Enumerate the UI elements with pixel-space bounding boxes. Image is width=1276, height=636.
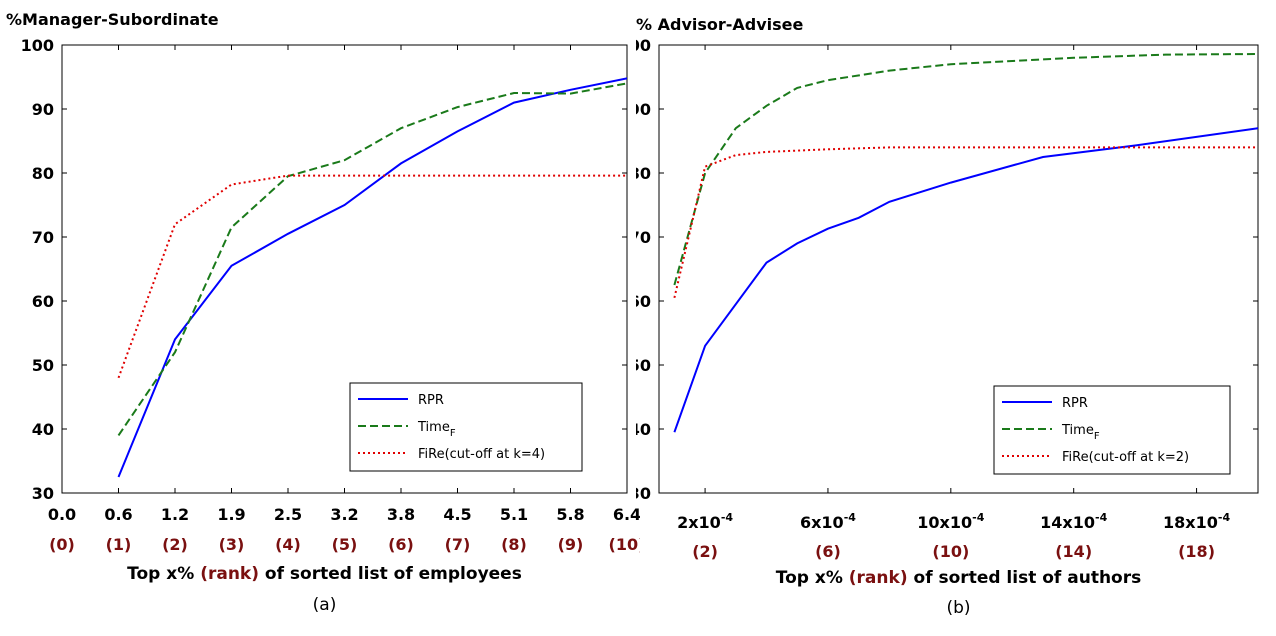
series-line-rpr — [117, 77, 627, 478]
x-tick-label: 0.0 — [48, 505, 76, 524]
x-tick-label: 2x10-4 — [677, 511, 733, 532]
series-line-rpr — [673, 127, 1258, 433]
x-tick-label: 6.4 — [613, 505, 640, 524]
x-rank-label: (5) — [332, 535, 358, 554]
series-line-fire — [673, 146, 1258, 299]
y-tick-label: 100 — [636, 36, 651, 55]
x-tick-label: 10x10-4 — [917, 511, 984, 532]
y-tick-label: 80 — [32, 164, 54, 183]
x-rank-label: (10) — [932, 542, 969, 561]
x-rank-label: (2) — [162, 535, 188, 554]
y-tick-label: 30 — [32, 484, 54, 503]
x-tick-label: 0.6 — [104, 505, 132, 524]
legend-label: TimeF — [1061, 423, 1100, 442]
y-tick-label: 50 — [636, 356, 651, 375]
y-axis-title: %Manager-Subordinate — [6, 10, 219, 29]
y-tick-label: 70 — [32, 228, 54, 247]
y-tick-label: 40 — [636, 420, 651, 439]
x-rank-label: (3) — [219, 535, 245, 554]
x-axis-label: Top x% (rank) of sorted list of authors — [776, 568, 1141, 588]
x-tick-label: 14x10-4 — [1040, 511, 1107, 532]
y-tick-label: 60 — [636, 292, 651, 311]
y-tick-label: 40 — [32, 420, 54, 439]
panel-caption: (b) — [946, 598, 970, 618]
series-line-time — [117, 82, 627, 436]
legend-label: RPR — [1062, 396, 1088, 411]
x-tick-label: 5.1 — [500, 505, 528, 524]
y-tick-label: 70 — [636, 228, 651, 247]
chart-a-svg: %Manager-Subordinate 30 40 50 60 70 80 90 100 0.0… — [6, 10, 645, 615]
x-rank-label: (6) — [815, 542, 841, 561]
y-tick-label: 60 — [32, 292, 54, 311]
x-rank-label: (14) — [1055, 542, 1092, 561]
x-tick-label: 6x10-4 — [800, 511, 856, 532]
x-rank-label: (4) — [275, 535, 301, 554]
x-rank-label: (0) — [49, 535, 75, 554]
y-axis-title: % Advisor-Advisee — [636, 15, 804, 34]
legend-label: FiRe(cut-off at k=4) — [418, 447, 545, 462]
x-rank-label: (1) — [106, 535, 132, 554]
x-tick-label: 3.8 — [387, 505, 415, 524]
x-rank-label: (10) — [609, 535, 640, 554]
y-tick-label: 100 — [21, 36, 54, 55]
chart-b-svg: % Advisor-Advisee 30 40 50 60 70 80 90 100 2x10-4… — [618, 15, 1259, 618]
y-tick-label: 30 — [636, 484, 651, 503]
series-line-time — [673, 53, 1258, 286]
x-tick-label: 1.9 — [217, 505, 245, 524]
x-tick-label: 1.2 — [161, 505, 189, 524]
x-rank-label: (2) — [692, 542, 718, 561]
legend-label: FiRe(cut-off at k=2) — [1062, 450, 1189, 465]
x-rank-label: (18) — [1178, 542, 1215, 561]
x-tick-label: 4.5 — [443, 505, 471, 524]
chart-panel-b: % Advisor-Advisee 30 40 50 60 70 80 90 100 2x10-4… — [618, 0, 1276, 631]
legend-label: TimeF — [417, 420, 456, 439]
chart-panel-a: %Manager-Subordinate 30 40 50 60 70 80 90 100 0.0… — [0, 0, 645, 631]
legend-label: RPR — [418, 393, 444, 408]
x-tick-label: 5.8 — [556, 505, 584, 524]
x-tick-label: 2.5 — [274, 505, 302, 524]
plot-frame — [658, 44, 1259, 494]
x-tick-label: 18x10-4 — [1163, 511, 1230, 532]
series-line-fire — [117, 174, 627, 379]
x-rank-label: (9) — [558, 535, 584, 554]
x-rank-label: (7) — [445, 535, 471, 554]
y-tick-label: 90 — [32, 100, 54, 119]
panel-caption: (a) — [313, 595, 337, 615]
y-tick-label: 80 — [636, 164, 651, 183]
x-tick-label: 3.2 — [330, 505, 358, 524]
x-rank-label: (6) — [388, 535, 414, 554]
x-rank-label: (8) — [501, 535, 527, 554]
y-tick-label: 90 — [636, 100, 651, 119]
y-tick-label: 50 — [32, 356, 54, 375]
x-axis-label: Top x% (rank) of sorted list of employee… — [127, 564, 522, 584]
